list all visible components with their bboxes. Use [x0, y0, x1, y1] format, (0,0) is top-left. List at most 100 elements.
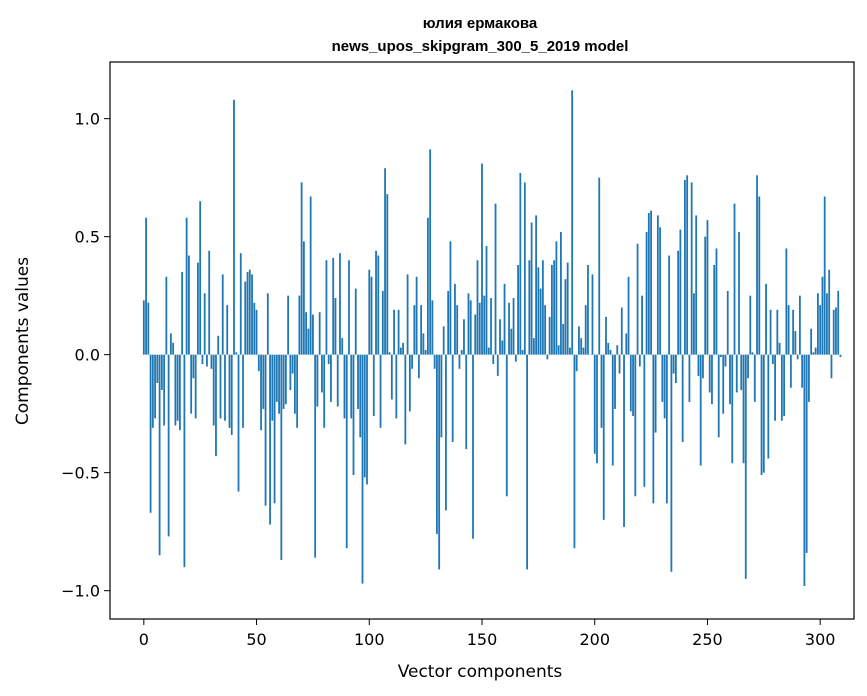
bar-54 [264, 354, 267, 506]
bar-58 [273, 354, 276, 504]
bar-303 [826, 293, 828, 355]
bar-127 [429, 149, 432, 355]
bar-260 [729, 354, 731, 405]
bar-200 [593, 354, 596, 454]
bar-177 [541, 260, 544, 355]
bar-73 [307, 328, 310, 355]
bar-100 [368, 269, 371, 355]
bar-133 [442, 326, 445, 355]
y-tick-label: −0.5 [61, 464, 100, 483]
bar-236 [674, 354, 677, 383]
bar-40 [233, 99, 235, 355]
bar-6 [156, 354, 159, 383]
bar-143 [465, 354, 468, 450]
bar-112 [395, 354, 398, 419]
bar-288 [792, 309, 795, 355]
bar-124 [422, 333, 425, 355]
bar-267 [744, 354, 747, 579]
bar-101 [370, 276, 373, 355]
bar-149 [478, 302, 481, 355]
bar-39 [230, 354, 233, 435]
bar-212 [620, 307, 623, 355]
bar-167 [519, 172, 522, 355]
bar-139 [456, 305, 459, 355]
bar-277 [767, 354, 770, 459]
bar-276 [765, 283, 767, 355]
bar-88 [341, 338, 344, 355]
bar-278 [769, 309, 772, 355]
bar-146 [472, 354, 474, 539]
bar-222 [643, 354, 646, 487]
bar-215 [627, 276, 630, 355]
bar-30 [210, 354, 213, 369]
bar-23 [194, 354, 197, 419]
bar-98 [363, 354, 366, 478]
bar-44 [242, 354, 244, 428]
x-axis: 0 50 100 150 200 250 300 [139, 619, 835, 649]
bar-65 [289, 354, 292, 391]
bar-268 [747, 354, 749, 379]
bar-9 [163, 354, 166, 426]
bar-21 [190, 354, 193, 414]
bar-197 [587, 264, 589, 355]
bar-26 [201, 354, 204, 365]
bar-226 [652, 354, 655, 504]
bar-118 [408, 354, 411, 412]
bar-83 [330, 354, 332, 402]
bar-106 [381, 290, 384, 355]
bar-208 [611, 354, 614, 466]
bar-1 [145, 217, 147, 355]
bar-120 [413, 305, 416, 355]
bar-91 [348, 260, 350, 355]
bar-72 [305, 312, 308, 355]
bar-289 [794, 331, 797, 355]
bar-11 [167, 354, 170, 537]
bar-292 [801, 354, 804, 388]
bar-290 [796, 354, 799, 360]
bar-165 [514, 354, 517, 362]
bar-42 [237, 354, 240, 492]
bar-193 [578, 326, 580, 355]
bar-287 [789, 354, 792, 388]
bar-171 [528, 260, 531, 355]
bar-294 [805, 354, 808, 553]
bar-123 [420, 305, 423, 355]
bar-184 [557, 345, 560, 355]
bar-102 [372, 354, 375, 417]
bar-108 [386, 194, 389, 355]
bar-166 [517, 264, 519, 355]
bar-210 [616, 345, 619, 355]
bar-280 [774, 354, 776, 421]
bar-38 [228, 354, 231, 428]
y-axis: −1.0 −0.5 0.0 0.5 1.0 [61, 110, 110, 601]
chart-subtitle: news_upos_skipgram_300_5_2019 model [332, 38, 629, 55]
bar-84 [332, 257, 335, 355]
bar-116 [404, 354, 407, 445]
bar-199 [591, 274, 594, 355]
bar-103 [375, 250, 377, 355]
bar-96 [359, 354, 362, 438]
bar-138 [454, 283, 456, 355]
x-tick-label: 100 [354, 630, 385, 649]
bar-51 [257, 354, 260, 372]
bar-195 [582, 347, 585, 355]
bar-270 [751, 352, 754, 355]
bar-244 [693, 293, 695, 355]
bar-231 [663, 354, 666, 419]
bar-122 [417, 354, 420, 379]
bar-53 [262, 354, 265, 409]
bar-221 [641, 295, 643, 355]
bar-301 [821, 276, 824, 355]
bar-105 [379, 354, 382, 428]
bar-31 [212, 354, 215, 426]
bar-186 [562, 323, 565, 355]
bar-169 [523, 182, 526, 355]
bar-225 [650, 210, 652, 355]
bar-131 [438, 354, 441, 570]
bar-307 [835, 307, 837, 355]
x-tick-label: 150 [467, 630, 498, 649]
bar-192 [575, 354, 578, 372]
bar-251 [708, 354, 711, 393]
bar-204 [602, 354, 605, 520]
